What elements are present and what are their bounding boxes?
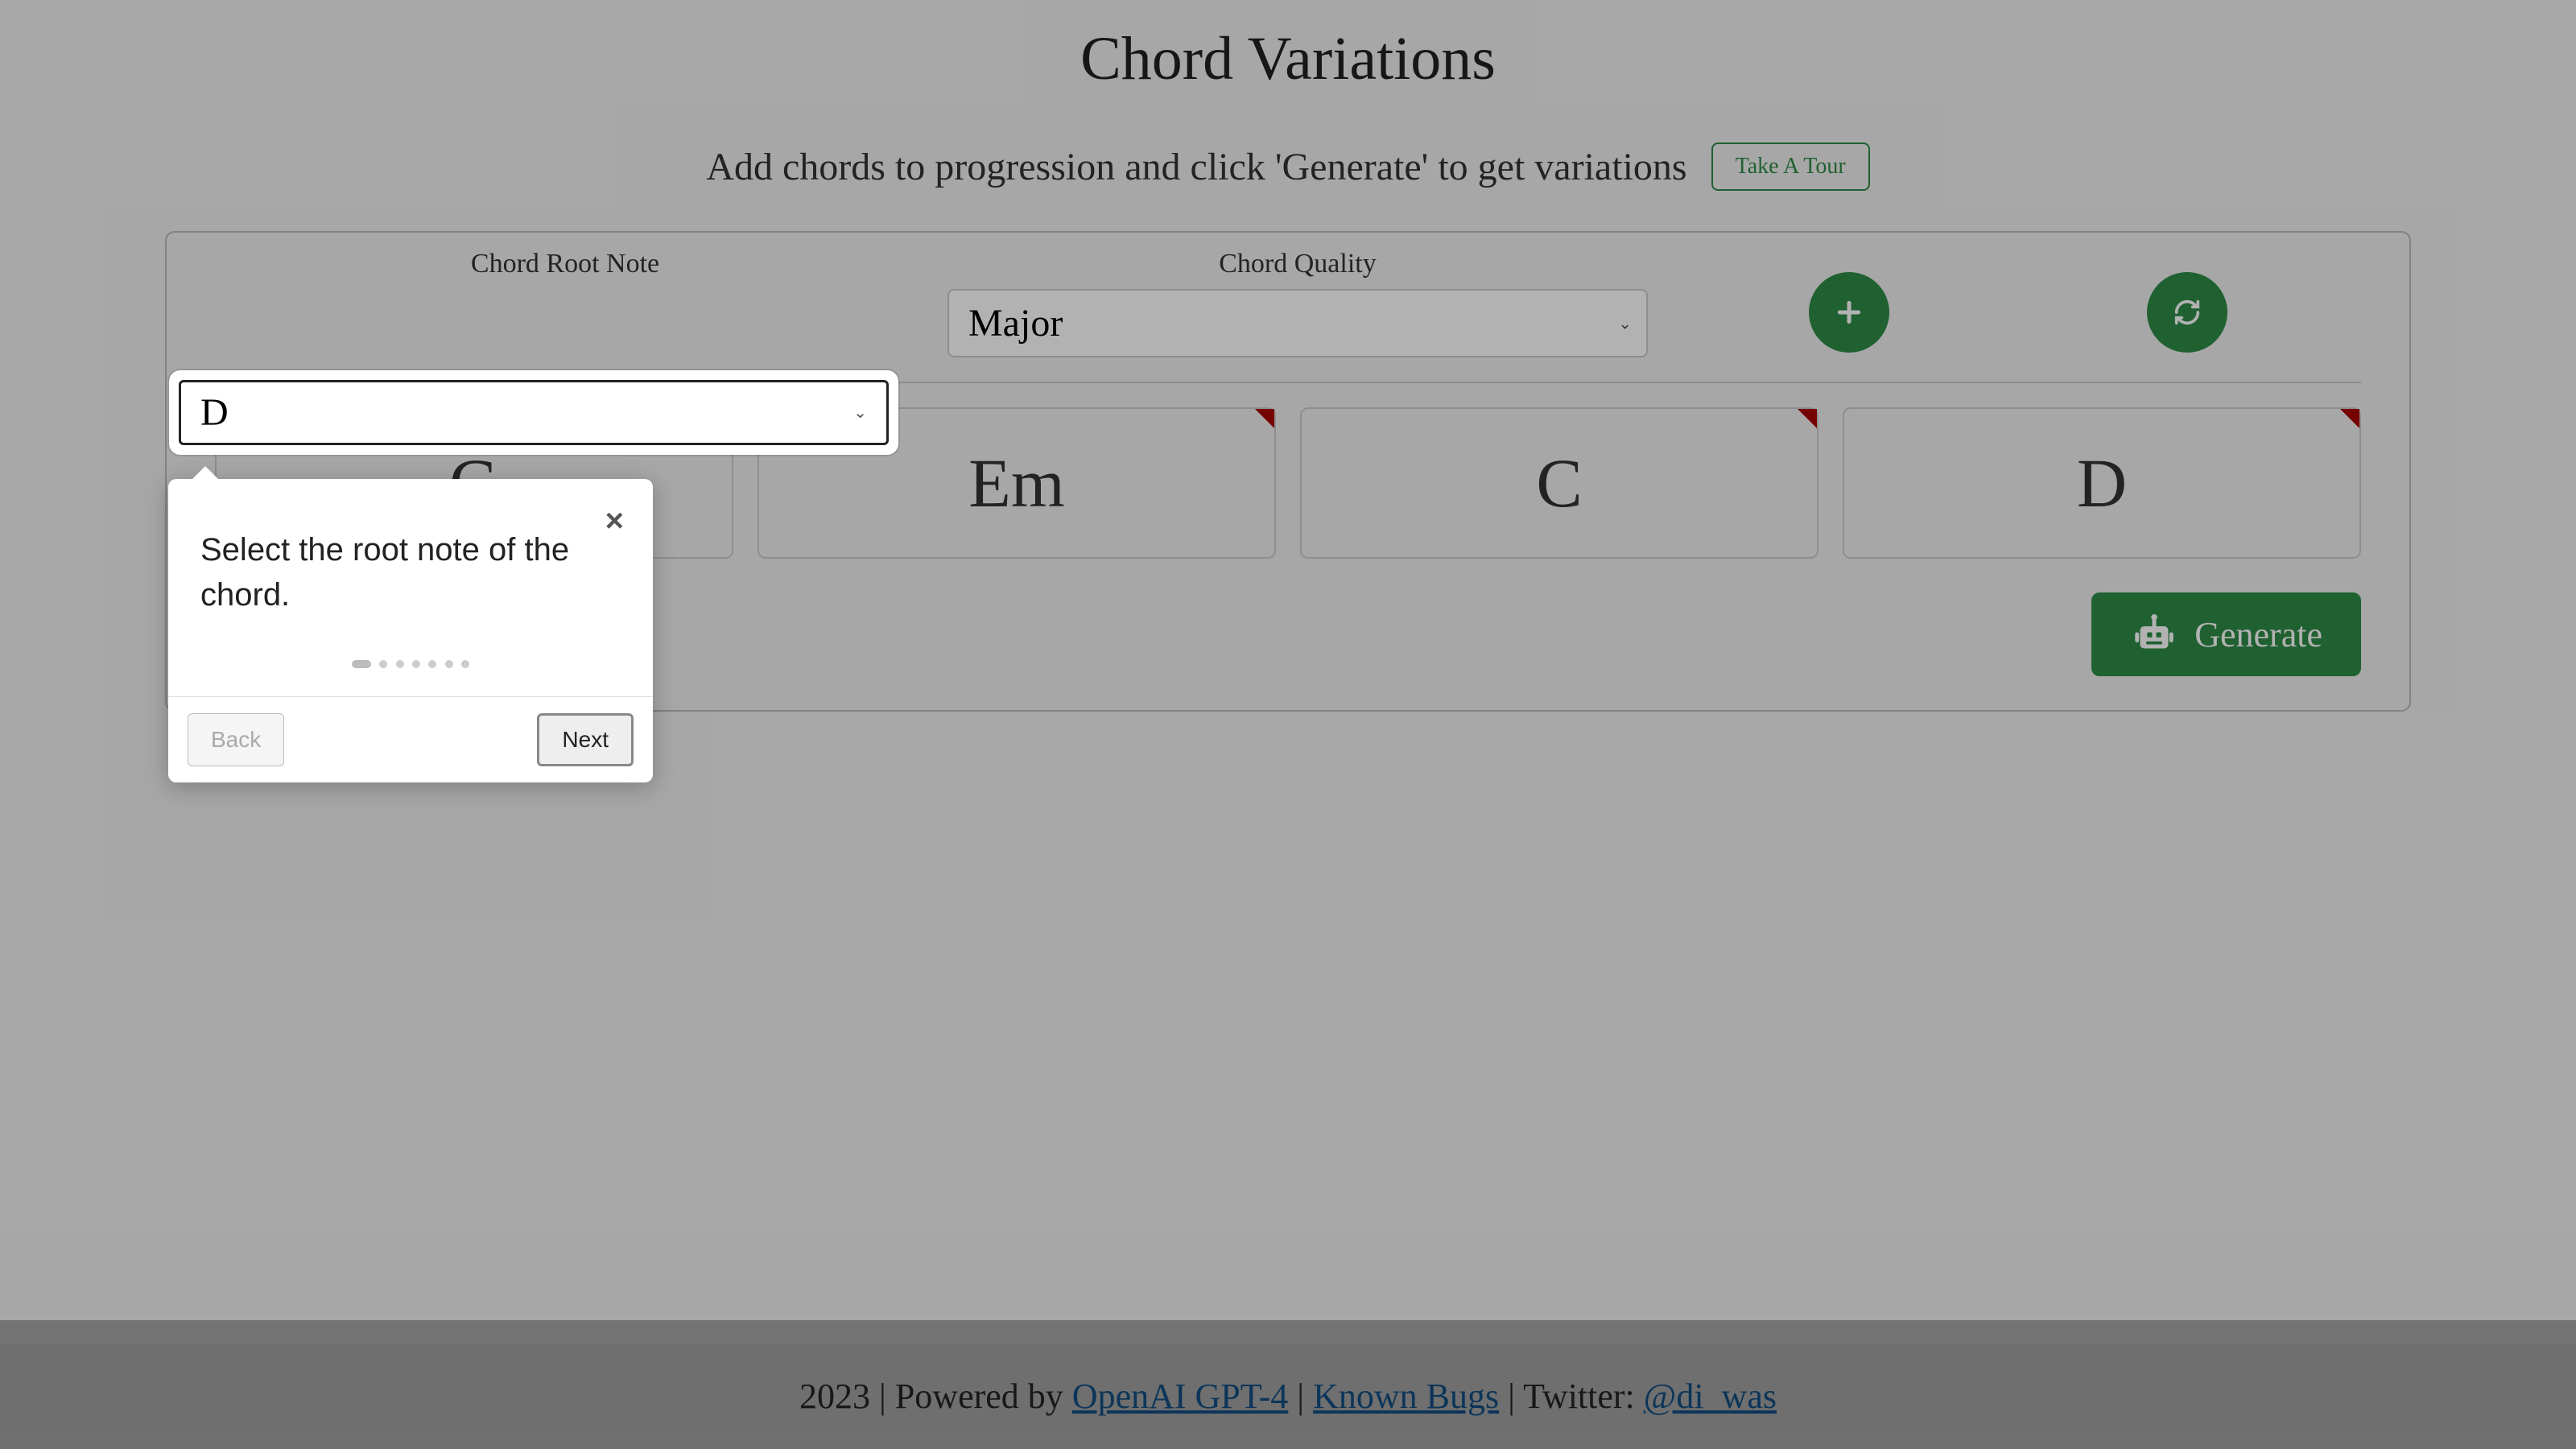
next-button[interactable]: Next <box>537 713 634 766</box>
back-button[interactable]: Back <box>188 713 284 766</box>
close-icon[interactable]: × <box>605 503 624 539</box>
tooltip-progress-dots <box>168 658 653 672</box>
root-note-select-active[interactable]: D ⌄ <box>179 380 889 445</box>
tooltip-arrow <box>192 466 218 479</box>
root-note-select-highlighted: D ⌄ <box>169 370 898 455</box>
tooltip-footer: Back Next <box>168 696 653 782</box>
tooltip-text: Select the root note of the chord. <box>168 479 653 642</box>
root-note-value: D <box>200 390 229 435</box>
footer-overlay <box>0 1320 2576 1449</box>
chevron-down-icon: ⌄ <box>853 402 867 423</box>
tour-tooltip: × Select the root note of the chord. Bac… <box>168 479 653 782</box>
